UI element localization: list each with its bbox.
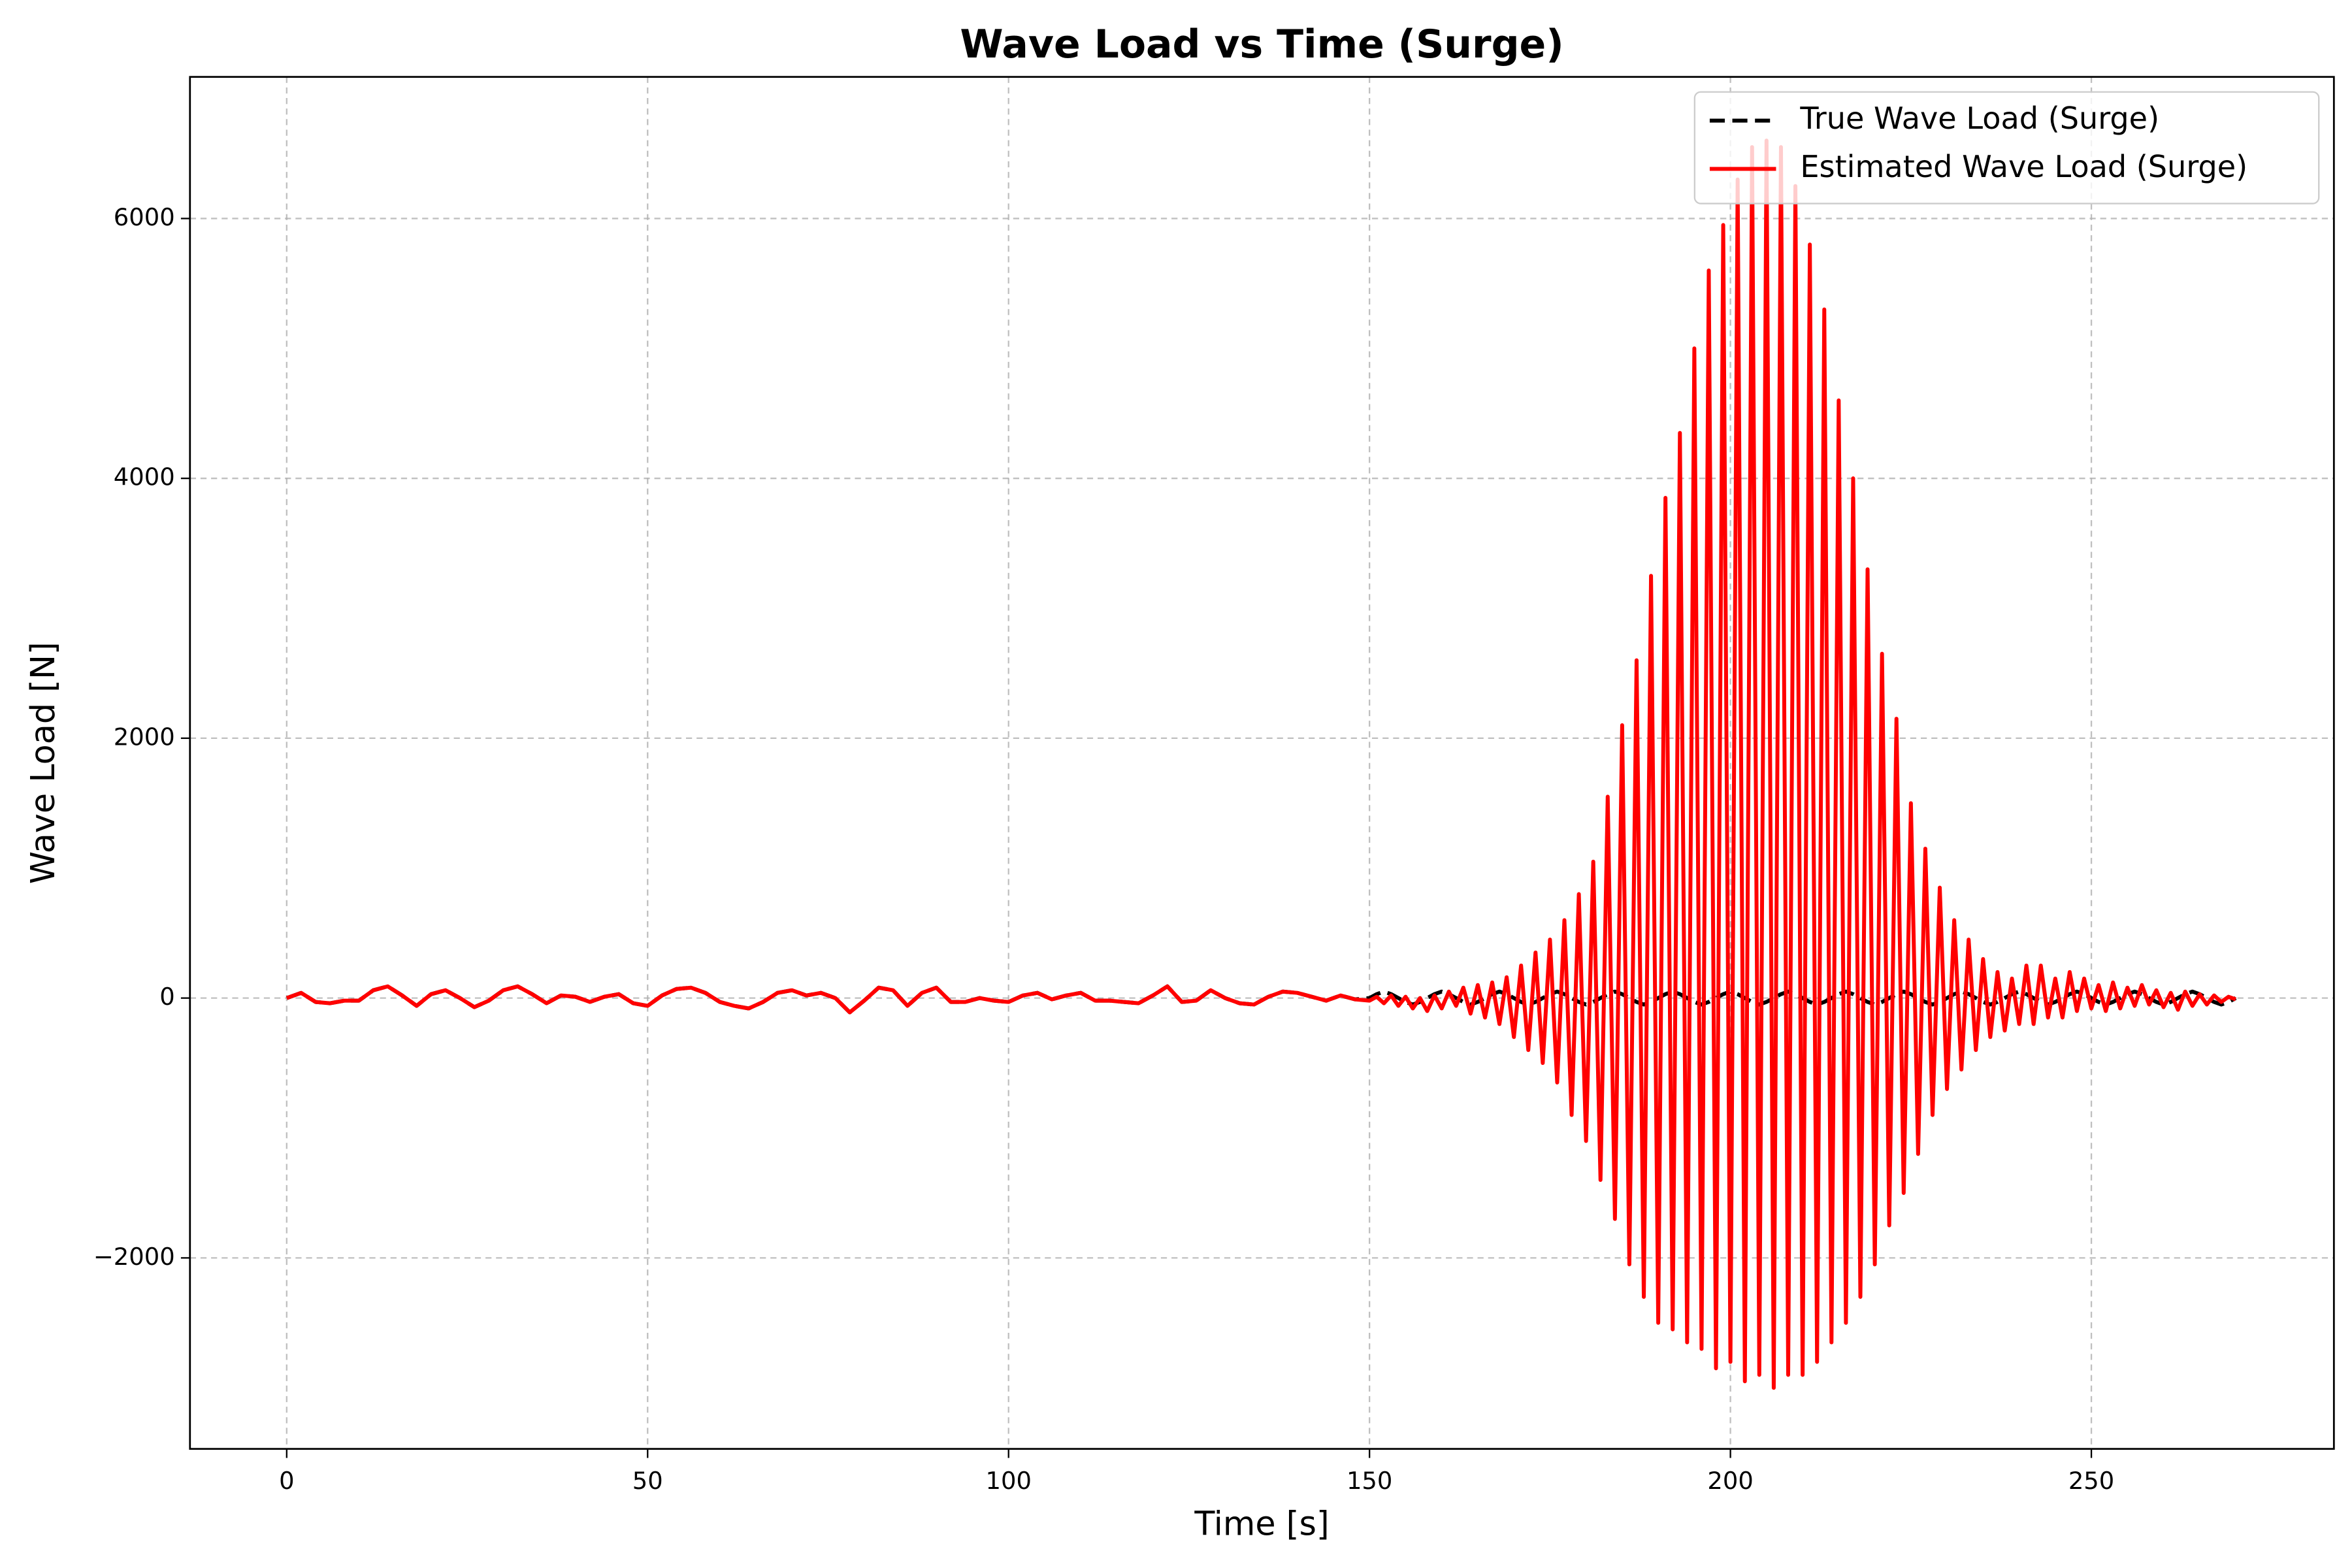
x-tick-label: 0 xyxy=(279,1467,294,1495)
ticks: 0 50 100 150 200 250 −2000 0 2000 4000 6000 xyxy=(93,203,2114,1495)
legend-box xyxy=(1693,91,2320,204)
x-tick-label: 150 xyxy=(1347,1467,1392,1495)
chart-title: Wave Load vs Time (Surge) xyxy=(960,22,1563,67)
legend-label: Estimated Wave Load (Surge) xyxy=(1800,149,2247,184)
y-axis-label: Wave Load [N] xyxy=(24,642,62,884)
legend-label: True Wave Load (Surge) xyxy=(1799,101,2159,136)
series-line xyxy=(286,139,2237,1390)
axes-frame xyxy=(189,76,2335,1450)
y-tick-label: −2000 xyxy=(93,1243,175,1271)
x-tick-label: 100 xyxy=(985,1467,1031,1495)
legend: True Wave Load (Surge) Estimated Wave Loa… xyxy=(1693,91,2320,204)
y-tick-label: 2000 xyxy=(114,723,175,751)
y-tick-label: 0 xyxy=(159,983,174,1011)
y-tick-label: 6000 xyxy=(114,203,175,231)
y-tick-label: 4000 xyxy=(114,463,175,491)
plot-lines xyxy=(286,139,2237,1390)
x-tick-label: 250 xyxy=(2068,1467,2114,1495)
x-tick-label: 200 xyxy=(1707,1467,1753,1495)
x-axis-label: Time [s] xyxy=(1194,1504,1329,1543)
x-tick-label: 50 xyxy=(632,1467,663,1495)
